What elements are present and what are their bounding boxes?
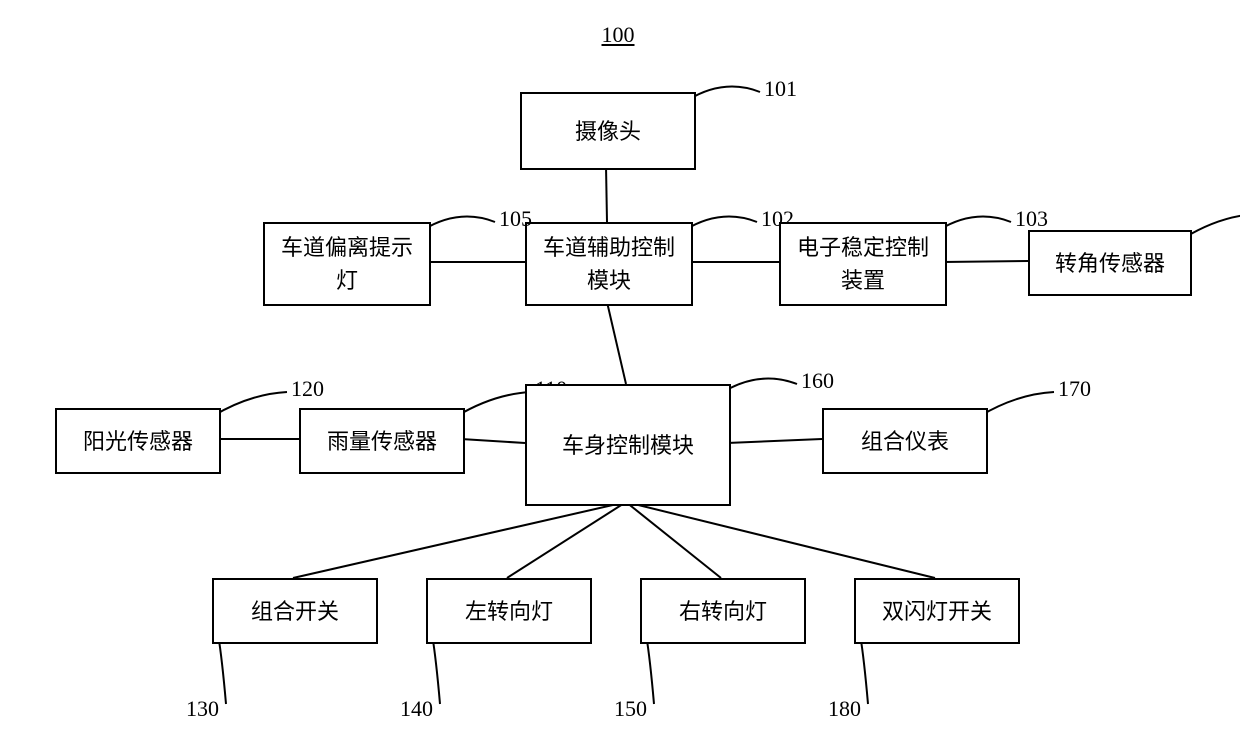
node-label: 阳光传感器 [83,425,193,458]
node-label: 转角传感器 [1055,247,1165,280]
node-n130: 组合开关 [212,578,378,644]
node-n110: 雨量传感器 [299,408,465,474]
ref-label-160: 160 [801,368,834,394]
diagram-title: 100 [593,22,643,48]
node-label: 车道偏离提示灯 [281,231,413,297]
node-label: 车道辅助控制模块 [543,231,675,297]
ref-label-180: 180 [828,696,861,722]
node-label: 左转向灯 [465,595,553,628]
ref-label-130: 130 [186,696,219,722]
node-label: 车身控制模块 [562,429,694,462]
node-n170: 组合仪表 [822,408,988,474]
node-label: 右转向灯 [679,595,767,628]
ref-label-150: 150 [614,696,647,722]
node-label: 组合仪表 [861,425,949,458]
node-n160: 车身控制模块 [525,384,731,506]
node-label: 摄像头 [575,115,641,148]
node-n103: 电子稳定控制装置 [779,222,947,306]
node-n102: 车道辅助控制模块 [525,222,693,306]
node-n140: 左转向灯 [426,578,592,644]
ref-label-105: 105 [499,206,532,232]
ref-label-101: 101 [764,76,797,102]
diagram-stage: { "title": {"text":"100","x":593,"y":22,… [0,0,1240,738]
node-n180: 双闪灯开关 [854,578,1020,644]
node-n105: 车道偏离提示灯 [263,222,431,306]
node-label: 双闪灯开关 [882,595,992,628]
node-n120: 阳光传感器 [55,408,221,474]
node-n104: 转角传感器 [1028,230,1192,296]
node-n150: 右转向灯 [640,578,806,644]
ref-label-140: 140 [400,696,433,722]
node-n101: 摄像头 [520,92,696,170]
node-label: 雨量传感器 [327,425,437,458]
node-label: 组合开关 [251,595,339,628]
node-label: 电子稳定控制装置 [797,231,929,297]
ref-label-120: 120 [291,376,324,402]
ref-label-170: 170 [1058,376,1091,402]
ref-label-103: 103 [1015,206,1048,232]
